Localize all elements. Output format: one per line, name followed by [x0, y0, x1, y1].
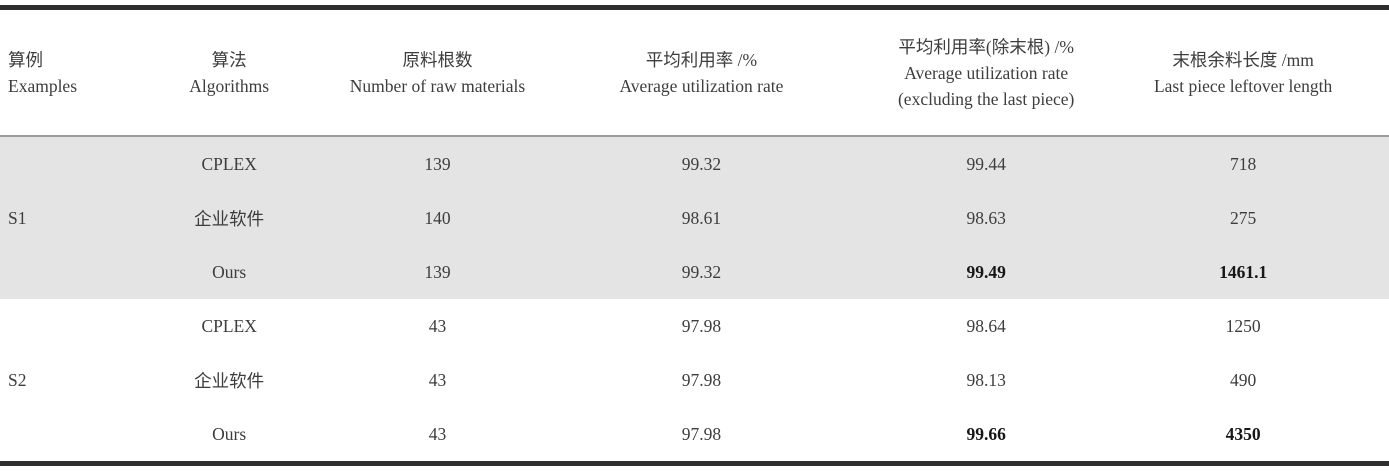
cell-leftover-length: 490: [1230, 369, 1257, 390]
header-zh: 算例: [8, 49, 43, 70]
cell-raw-materials: 43: [428, 423, 447, 444]
cell-leftover-length: 275: [1097, 191, 1389, 245]
col-header-leftover-length: 末根余料长度 /mm Last piece leftover length: [1097, 7, 1389, 137]
cell-avg-utilization: 97.98: [681, 315, 722, 336]
col-header-examples: 算例 Examples: [0, 7, 112, 137]
cell-leftover-length: 1250: [1225, 315, 1261, 336]
header-en: Number of raw materials: [349, 75, 526, 96]
cell-raw-materials: 140: [347, 191, 528, 245]
group-label-s2: S2: [8, 369, 27, 390]
cell-algorithm: 企业软件: [111, 191, 348, 245]
col-header-avg-utilization-excluding-last: 平均利用率(除末根) /% Average utilization rate (…: [875, 7, 1098, 137]
cell-avg-utilization-excluding-last: 98.63: [875, 191, 1098, 245]
cell-raw-materials: 43: [428, 369, 447, 390]
cell-avg-utilization: 97.98: [681, 423, 722, 444]
cell-avg-utilization-excluding-last: 99.66: [966, 423, 1006, 444]
header-en: Algorithms: [189, 75, 270, 96]
header-en: Average utilization rate: [619, 75, 784, 96]
col-header-algorithms: 算法 Algorithms: [111, 7, 348, 137]
header-en-line2: (excluding the last piece): [897, 88, 1075, 109]
table-row: 企业软件 43 97.98 98.13 490: [0, 353, 1389, 407]
cell-leftover-length: 4350: [1225, 423, 1261, 444]
cell-avg-utilization-excluding-last: 98.13: [966, 369, 1006, 390]
cell-raw-materials: 43: [428, 315, 447, 336]
table-row: Ours 43 97.98 99.66 4350: [0, 407, 1389, 464]
cell-algorithm: CPLEX: [201, 315, 257, 336]
col-header-avg-utilization: 平均利用率 /% Average utilization rate: [527, 7, 876, 137]
header-zh: 算法: [211, 49, 247, 70]
cell-avg-utilization: 99.32: [527, 136, 876, 191]
group-label-s1: S1: [0, 136, 112, 299]
header-zh: 末根余料长度 /mm: [1172, 49, 1314, 70]
cell-algorithm: Ours: [111, 245, 348, 299]
cell-leftover-length: 718: [1097, 136, 1389, 191]
cell-avg-utilization-excluding-last: 99.44: [875, 136, 1098, 191]
cell-leftover-length: 1461.1: [1097, 245, 1389, 299]
results-table-frame: 算例 Examples 算法 Algorithms 原料根数 Number of…: [0, 5, 1389, 466]
cell-raw-materials: 139: [347, 136, 528, 191]
header-en: Average utilization rate: [904, 62, 1069, 83]
table-row: 企业软件 140 98.61 98.63 275: [0, 191, 1389, 245]
header-row: 算例 Examples 算法 Algorithms 原料根数 Number of…: [0, 7, 1389, 137]
cell-avg-utilization: 98.61: [527, 191, 876, 245]
cell-avg-utilization: 97.98: [681, 369, 722, 390]
results-table: 算例 Examples 算法 Algorithms 原料根数 Number of…: [0, 5, 1389, 466]
header-zh: 原料根数: [402, 49, 473, 70]
header-en: Last piece leftover length: [1153, 75, 1333, 96]
cell-avg-utilization-excluding-last: 99.49: [875, 245, 1098, 299]
cell-algorithm: 企业软件: [194, 370, 265, 391]
header-zh: 平均利用率 /%: [645, 49, 758, 70]
cell-raw-materials: 139: [347, 245, 528, 299]
cell-avg-utilization: 99.32: [527, 245, 876, 299]
header-zh: 平均利用率(除末根) /%: [898, 36, 1074, 57]
cell-avg-utilization-excluding-last: 98.64: [966, 315, 1006, 336]
table-row: S1 CPLEX 139 99.32 99.44 718: [0, 136, 1389, 299]
table-row: S2 CPLEX 43 97.98 98.64 1250: [0, 299, 1389, 390]
table-header: 算例 Examples 算法 Algorithms 原料根数 Number of…: [0, 7, 1389, 137]
table-row: Ours 139 99.32 99.49 1461.1: [0, 245, 1389, 299]
cell-algorithm: CPLEX: [111, 136, 348, 191]
cell-algorithm: Ours: [212, 423, 247, 444]
table-body: S1 CPLEX 139 99.32 99.44 718 企业软件 140 98…: [0, 136, 1389, 464]
col-header-raw-materials: 原料根数 Number of raw materials: [347, 7, 528, 137]
header-en: Examples: [8, 75, 78, 96]
